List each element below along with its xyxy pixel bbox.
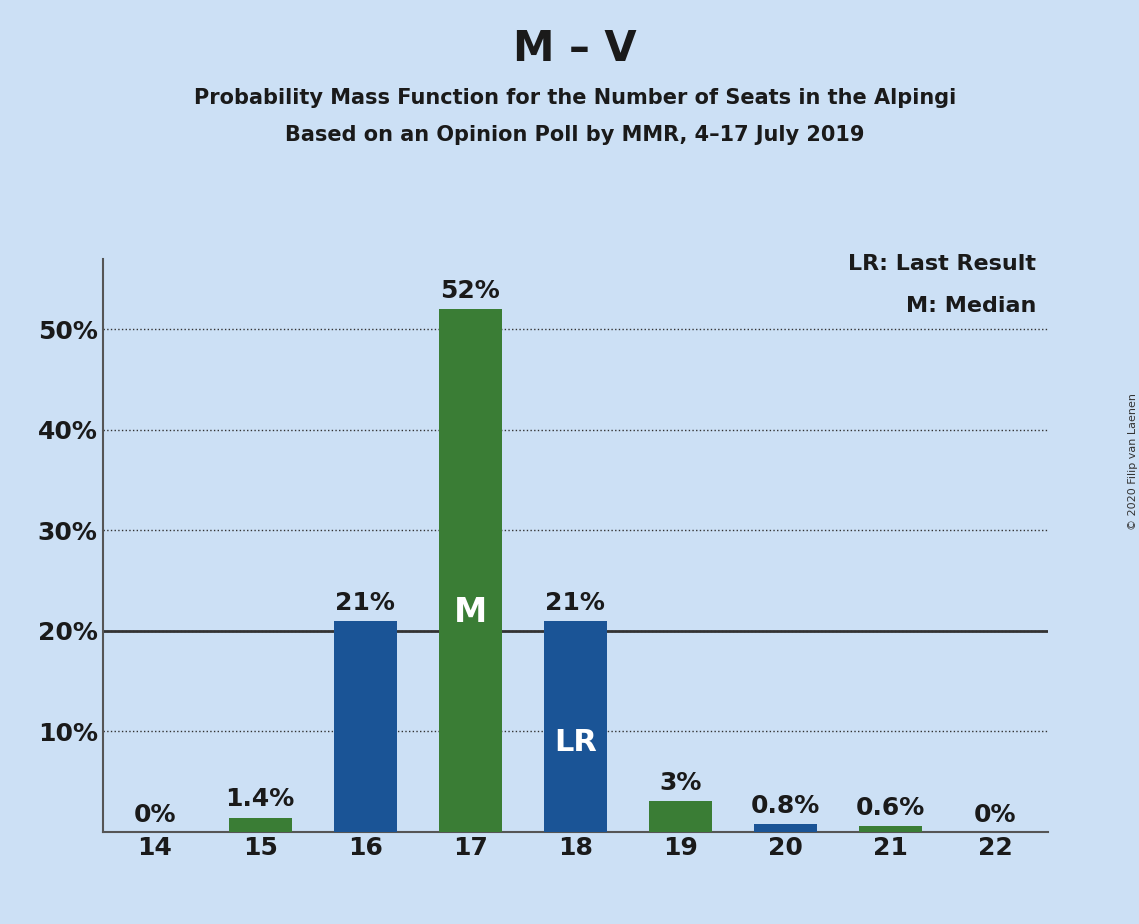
Text: LR: Last Result: LR: Last Result [849,254,1036,274]
Text: LR: LR [554,728,597,758]
Text: Based on an Opinion Poll by MMR, 4–17 July 2019: Based on an Opinion Poll by MMR, 4–17 Ju… [286,125,865,145]
Text: 21%: 21% [546,590,605,614]
Bar [754,823,817,832]
Text: Probability Mass Function for the Number of Seats in the Alpingi: Probability Mass Function for the Number… [194,88,957,108]
Text: M: Median: M: Median [907,296,1036,316]
Bar [543,621,607,832]
Text: 52%: 52% [441,279,500,303]
Text: 0%: 0% [133,803,177,827]
Text: 0.8%: 0.8% [751,794,820,818]
Text: 21%: 21% [335,590,395,614]
Text: 0%: 0% [974,803,1017,827]
Text: 0.6%: 0.6% [855,796,925,820]
Text: M – V: M – V [514,28,637,69]
Bar [439,309,501,832]
Text: M: M [453,596,486,628]
Text: © 2020 Filip van Laenen: © 2020 Filip van Laenen [1129,394,1138,530]
Bar [859,825,921,832]
Bar [334,621,396,832]
Text: 1.4%: 1.4% [226,787,295,811]
Bar [229,818,292,832]
Bar [649,801,712,832]
Text: 3%: 3% [659,772,702,796]
